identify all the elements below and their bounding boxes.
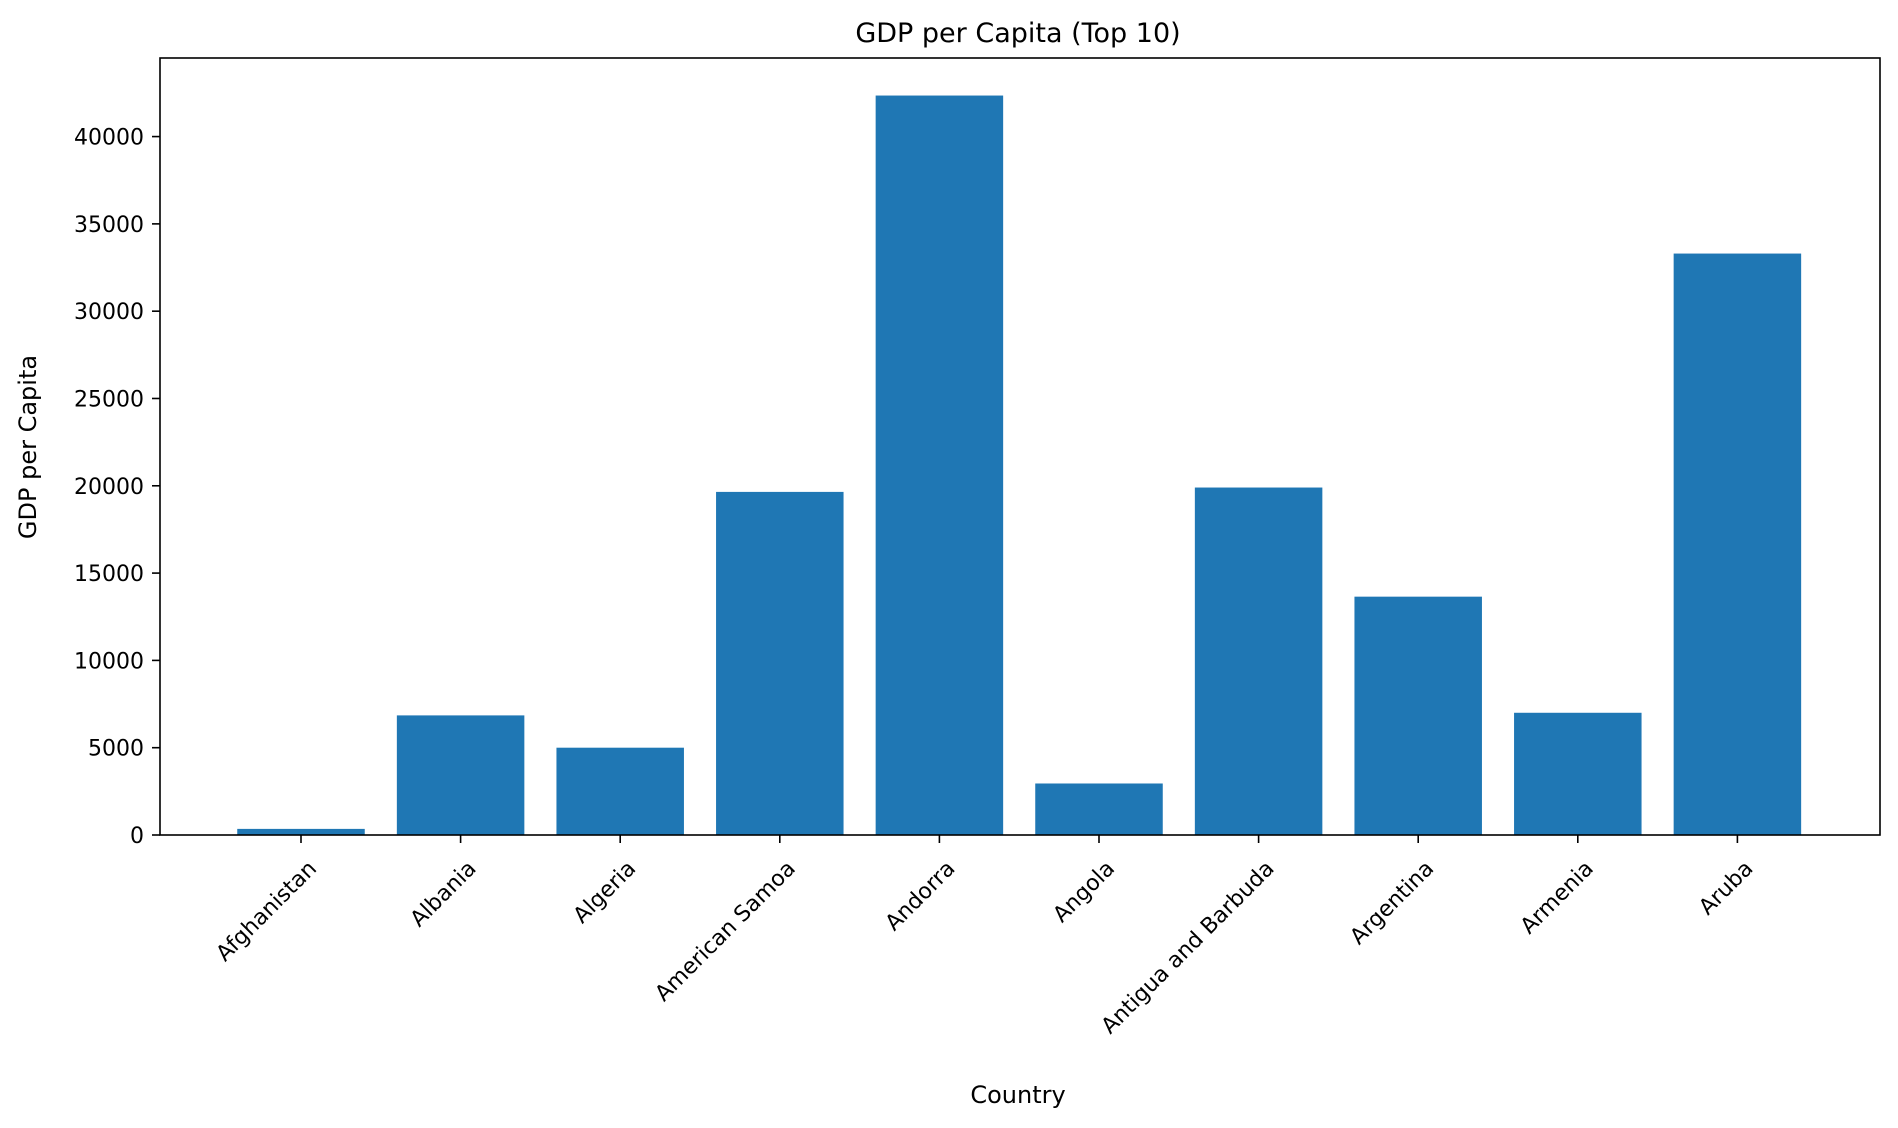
bar-algeria <box>556 747 684 835</box>
y-tick-label: 0 <box>130 824 144 849</box>
y-tick-label: 20000 <box>74 475 144 500</box>
plot-frame <box>159 57 1881 836</box>
bars-group <box>237 95 1802 835</box>
y-tick-label: 35000 <box>74 213 144 238</box>
y-axis-label: GDP per Capita <box>14 355 42 539</box>
x-tick-label: Argentina <box>1346 856 1440 950</box>
y-tick-label: 30000 <box>74 300 144 325</box>
x-tick-label: Afghanistan <box>212 856 322 966</box>
x-tick-label: Andorra <box>881 856 961 936</box>
bar-armenia <box>1514 712 1642 835</box>
y-tick-label: 5000 <box>88 737 144 762</box>
bar-angola <box>1035 783 1163 835</box>
chart-title: GDP per Capita (Top 10) <box>855 18 1180 49</box>
bar-albania <box>396 715 525 835</box>
x-tick-label: American Samoa <box>651 856 801 1006</box>
x-axis-label: Country <box>970 1081 1065 1109</box>
bar-argentina <box>1354 596 1482 835</box>
bar-antigua-and-barbuda <box>1194 487 1323 835</box>
x-tick-label: Algeria <box>569 856 641 928</box>
bar-andorra <box>875 95 1004 835</box>
y-tick-label: 25000 <box>74 387 144 412</box>
bar-american-samoa <box>716 491 844 835</box>
x-tick-label: Aruba <box>1694 856 1758 920</box>
y-tick-label: 15000 <box>74 562 144 587</box>
bar-aruba <box>1673 253 1802 835</box>
x-axis: Afghanistan Albania Algeria American Samoa A… <box>212 835 1758 1039</box>
bar-afghanistan <box>237 828 365 835</box>
y-tick-label: 40000 <box>74 126 144 151</box>
x-tick-label: Armenia <box>1516 856 1599 939</box>
y-tick-label: 10000 <box>74 649 144 674</box>
x-tick-label: Antigua and Barbuda <box>1097 856 1280 1039</box>
x-tick-label: Angola <box>1049 856 1120 927</box>
x-tick-label: Albania <box>406 856 482 932</box>
y-axis: 0 5000 10000 15000 20000 25000 30000 35000 40000 <box>74 126 160 849</box>
